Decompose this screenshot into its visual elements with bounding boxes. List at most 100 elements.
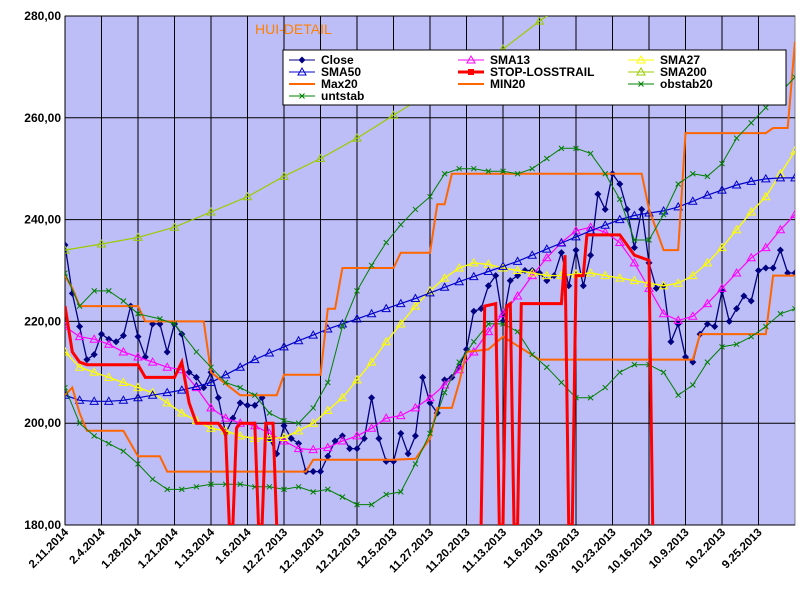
sma13-point	[147, 357, 158, 366]
legend-item-sma50: SMA50	[289, 65, 361, 79]
sma27-point	[775, 168, 786, 178]
legend-label: SMA27	[660, 53, 700, 67]
untstab-point	[689, 382, 696, 388]
sma13-point	[74, 331, 85, 341]
close-point	[499, 317, 507, 325]
legend-item-obstab20: obstab20	[628, 77, 713, 91]
sma13-line	[65, 214, 795, 451]
sma13-point	[425, 392, 435, 402]
obstab20-point	[719, 160, 725, 167]
close-point	[411, 432, 419, 440]
untstab-point	[558, 379, 565, 386]
sma13-point	[790, 209, 795, 219]
sma50-point	[454, 276, 465, 286]
close-point	[119, 332, 127, 340]
y-tick-label: 240,00	[24, 213, 61, 227]
sma13-point	[454, 364, 465, 374]
legend-item-untstab: untstab	[289, 89, 364, 103]
legend-label: SMA200	[660, 65, 707, 79]
legend-label: SMA50	[321, 65, 361, 79]
sma50-point	[775, 172, 786, 182]
sma13-point	[760, 242, 771, 252]
untstab-point	[149, 476, 156, 483]
sma50-point	[352, 313, 362, 323]
sma27-point	[395, 318, 406, 328]
sma50-point	[162, 387, 173, 397]
sma27-point	[687, 270, 698, 280]
sma13-point	[731, 268, 742, 277]
close-point	[287, 434, 295, 442]
sma50-point	[614, 214, 625, 224]
untstab-point	[660, 369, 667, 376]
sma50-point	[65, 390, 70, 399]
sma27-point	[366, 357, 377, 366]
obstab20-point	[193, 349, 200, 355]
sma50-point	[133, 392, 143, 402]
series-layer	[65, 16, 795, 525]
sma50-point	[206, 377, 216, 386]
legend-stop-losstrail-point	[468, 69, 474, 75]
untstab-point	[135, 461, 141, 467]
close-point	[192, 373, 200, 381]
sma200-point	[169, 222, 180, 231]
untstab-point	[397, 489, 404, 495]
stop-losstrail-line	[479, 233, 655, 525]
legend-sma27-point	[636, 54, 646, 64]
sma13-point	[702, 298, 713, 308]
close-point	[652, 284, 660, 292]
legend-item-min20: MIN20	[458, 77, 526, 91]
sma27-point	[585, 268, 596, 277]
legend-untstab-point	[299, 93, 305, 99]
sma27-point	[512, 265, 523, 274]
sma50-point	[249, 354, 260, 364]
sma50-point	[74, 395, 85, 404]
close-point	[506, 277, 514, 285]
untstab-point	[310, 489, 317, 495]
sma27-point	[264, 433, 275, 442]
sma27-point	[322, 405, 333, 414]
untstab-point	[762, 323, 769, 330]
series-untstab	[65, 305, 795, 508]
close-point	[134, 333, 142, 341]
sma13-point	[439, 380, 450, 389]
sma27-line	[65, 150, 795, 440]
sma50-point	[366, 308, 377, 318]
sma50-point	[89, 396, 100, 405]
sma13-point	[381, 413, 392, 422]
untstab-point	[193, 483, 200, 490]
obstab20-point	[792, 74, 795, 80]
sma27-point	[439, 273, 450, 282]
sma50-point	[687, 196, 698, 205]
untstab-point	[748, 333, 755, 340]
stop-losstrail-line	[65, 305, 279, 525]
obstab20-point	[631, 237, 638, 243]
close-point	[397, 429, 405, 437]
legend-item-sma13: SMA13	[458, 53, 530, 67]
untstab-point	[514, 328, 521, 335]
sma50-point	[556, 238, 567, 247]
close-point	[244, 401, 251, 409]
close-point	[441, 376, 449, 384]
obstab20-point	[397, 221, 404, 228]
obstab20-point	[76, 303, 83, 309]
close-point	[470, 307, 478, 315]
obstab20-point	[427, 193, 433, 200]
sma13-point	[89, 334, 100, 343]
obstab20-point	[251, 392, 258, 399]
untstab-point	[470, 338, 477, 345]
sma50-point	[103, 396, 114, 405]
legend-obstab20-point	[638, 81, 644, 87]
legend-label: STOP-LOSSTRAIL	[490, 65, 594, 79]
sma50-point	[264, 347, 275, 357]
obstab20-point	[602, 170, 609, 177]
sma50-point	[760, 173, 771, 183]
sma200-point	[133, 232, 143, 241]
untstab-point	[719, 343, 725, 350]
sma27-point	[103, 372, 114, 381]
untstab-point	[91, 433, 98, 439]
sma27-point	[425, 285, 435, 295]
untstab-point	[616, 369, 623, 376]
legend-item-sma27: SMA27	[628, 53, 700, 67]
sma13-point	[264, 428, 275, 437]
close-point	[404, 450, 412, 458]
